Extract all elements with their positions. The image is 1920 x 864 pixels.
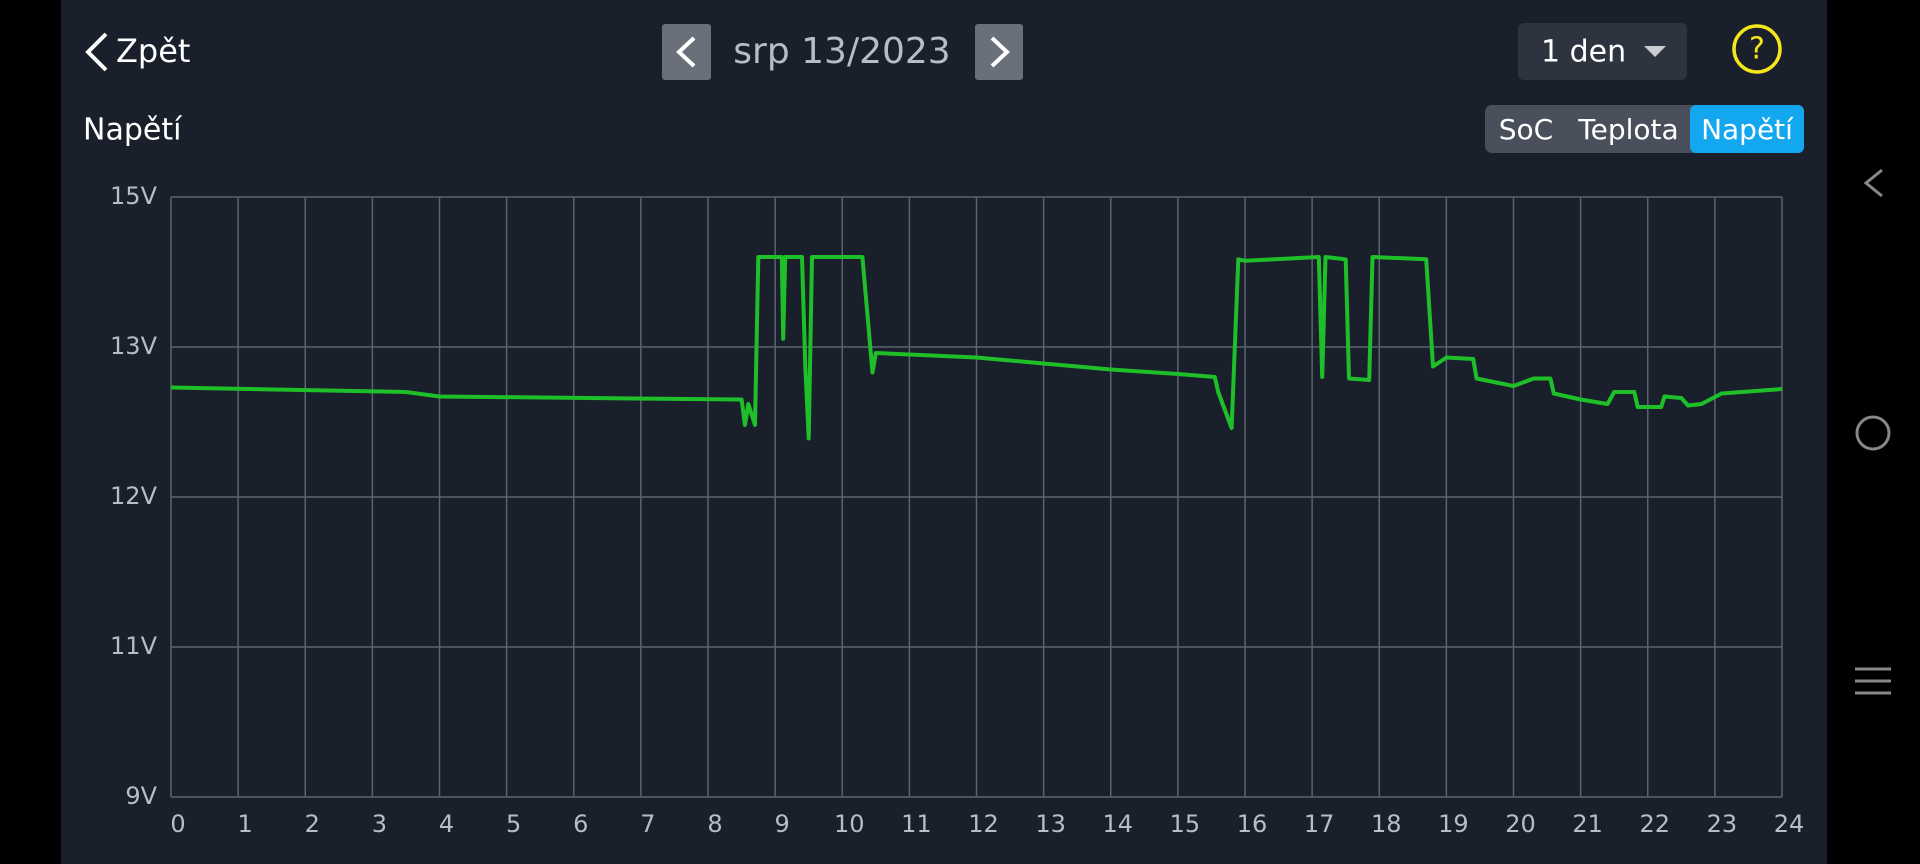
tab-active-bg bbox=[1690, 105, 1804, 153]
x-tick-label: 24 bbox=[1774, 810, 1805, 838]
next-button bbox=[975, 24, 1023, 80]
x-tick-label: 13 bbox=[1035, 810, 1066, 838]
x-tick-label: 12 bbox=[968, 810, 999, 838]
x-tick-label: 9 bbox=[774, 810, 789, 838]
tab[interactable]: SoC bbox=[1499, 113, 1553, 146]
prev-day[interactable] bbox=[662, 24, 711, 80]
y-tick-label: 13V bbox=[110, 332, 158, 360]
nav-home[interactable] bbox=[1855, 415, 1891, 451]
tab[interactable]: Teplota bbox=[1577, 113, 1678, 146]
x-tick-label: 7 bbox=[640, 810, 655, 838]
x-tick-label: 14 bbox=[1102, 810, 1133, 838]
dropdown-box bbox=[1518, 23, 1687, 80]
x-tick-label: 5 bbox=[506, 810, 521, 838]
back-button[interactable]: Zpět bbox=[85, 32, 190, 72]
nav-menu[interactable] bbox=[1855, 667, 1891, 695]
tab[interactable]: Napětí bbox=[1690, 105, 1804, 153]
dropdown-arrow bbox=[1644, 46, 1666, 57]
nav-back[interactable] bbox=[1863, 168, 1883, 198]
x-tick-label: 6 bbox=[573, 810, 588, 838]
range-dropdown[interactable]: 1 den bbox=[1518, 23, 1687, 80]
date-label: srp 13/2023 bbox=[733, 31, 950, 72]
x-tick-label: 10 bbox=[834, 810, 865, 838]
voltage-line bbox=[170, 255, 1783, 441]
x-tick-label: 0 bbox=[170, 810, 185, 838]
x-tick-label: 23 bbox=[1707, 810, 1738, 838]
x-tick-label: 17 bbox=[1304, 810, 1335, 838]
x-tick-label: 21 bbox=[1572, 810, 1603, 838]
x-tick-label: 11 bbox=[901, 810, 932, 838]
y-tick-label: 15V bbox=[110, 182, 158, 210]
x-tick-label: 16 bbox=[1237, 810, 1268, 838]
help-label: ? bbox=[1749, 32, 1765, 67]
tab-label: Teplota bbox=[1577, 113, 1678, 146]
y-tick-label: 12V bbox=[110, 482, 158, 510]
back-icon bbox=[85, 32, 108, 72]
x-tick-label: 4 bbox=[439, 810, 454, 838]
chart-title: Napětí bbox=[83, 113, 183, 148]
x-tick-label: 15 bbox=[1170, 810, 1201, 838]
back-label: Zpět bbox=[116, 32, 190, 70]
next-icon bbox=[990, 36, 1010, 68]
x-tick-label: 20 bbox=[1505, 810, 1536, 838]
x-tick-label: 1 bbox=[237, 810, 252, 838]
x-tick-label: 2 bbox=[305, 810, 320, 838]
prev-icon bbox=[676, 36, 696, 68]
tab-label: Napětí bbox=[1701, 113, 1794, 146]
y-tick-label: 9V bbox=[125, 782, 157, 810]
x-tick-label: 19 bbox=[1438, 810, 1469, 838]
x-tick-label: 8 bbox=[707, 810, 722, 838]
help-circle bbox=[1732, 24, 1782, 74]
y-tick-label: 11V bbox=[110, 632, 158, 660]
help-button[interactable]: ? bbox=[1732, 24, 1782, 74]
prev-button bbox=[662, 24, 711, 80]
x-tick-label: 18 bbox=[1371, 810, 1402, 838]
next-day[interactable] bbox=[975, 24, 1023, 80]
range-label: 1 den bbox=[1541, 35, 1626, 70]
x-tick-label: 22 bbox=[1639, 810, 1670, 838]
tab-bar: SoC Teplota Napětí bbox=[1485, 105, 1804, 153]
x-tick-label: 3 bbox=[372, 810, 387, 838]
tab-label: SoC bbox=[1499, 113, 1553, 146]
